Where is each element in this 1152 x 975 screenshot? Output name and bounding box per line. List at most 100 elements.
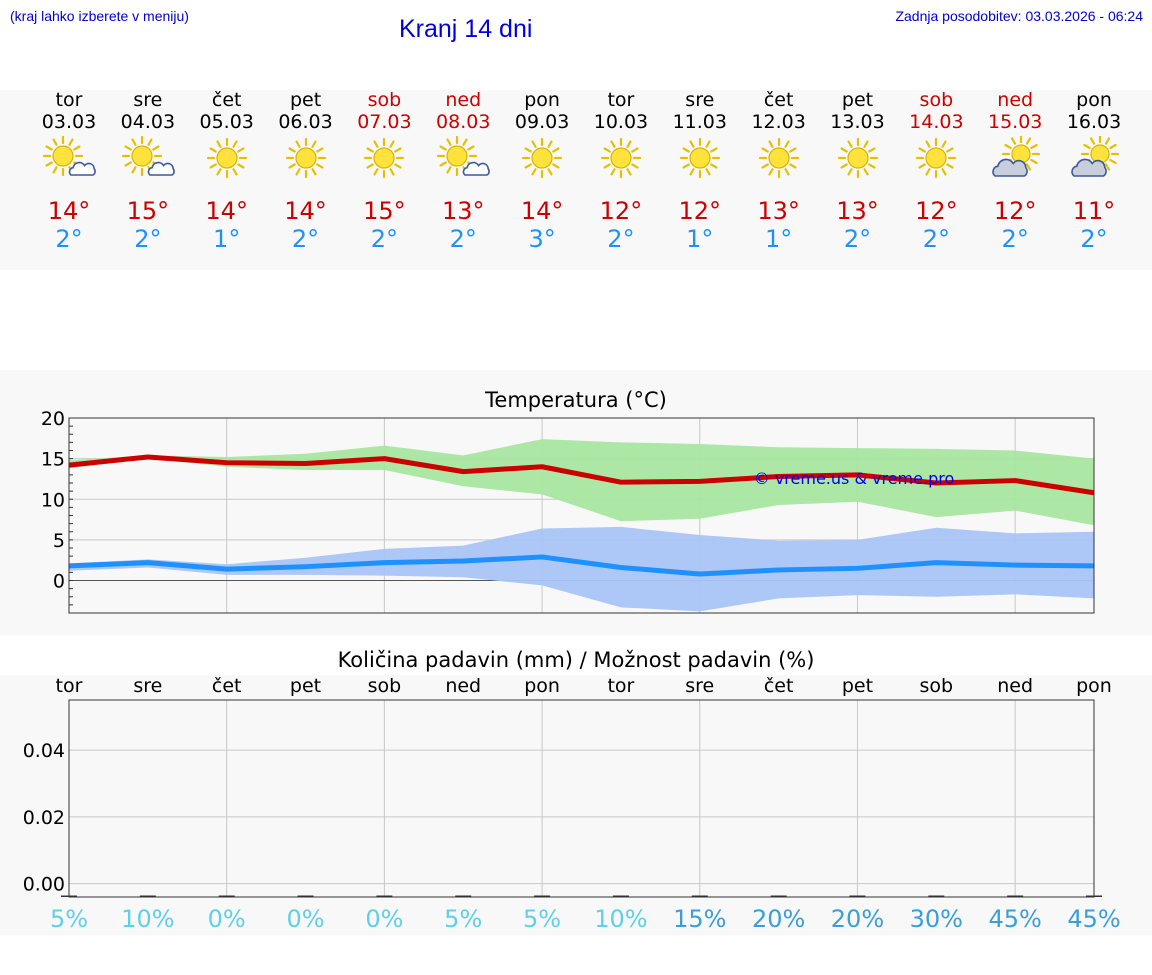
sun-icon [521,137,563,179]
precipitation-day-label: sob [919,675,954,697]
sun-icon [837,137,878,179]
precipitation-bar [849,895,866,897]
precipitation-bar [455,895,472,897]
min-temperature: 2° [370,225,399,253]
precipitation-chance: 10% [121,905,175,933]
y-tick-label: 20 [41,408,65,430]
day-name: sre [685,89,715,111]
day-date: 03.03 [41,111,97,133]
watermark: © vreme.us & vreme.pro [754,469,955,488]
precipitation-bar [297,895,314,897]
max-temperature: 14° [47,197,91,225]
day-name: tor [55,89,83,111]
sun-icon [285,137,326,179]
day-date: 05.03 [199,111,254,133]
day-date: 07.03 [357,111,412,133]
precipitation-chance: 5% [49,905,89,933]
precipitation-day-label: ned [997,675,1034,697]
sun-icon [206,137,247,179]
precipitation-bar [139,895,156,897]
precipitation-chance: 15% [673,905,727,933]
min-temperature: 1° [765,225,793,253]
max-temperature: 15° [363,197,406,225]
min-temperature: 2° [449,225,477,253]
day-name: ned [997,89,1034,111]
plot-frame [68,417,1095,614]
day-name: sob [367,89,402,111]
max-temperature: 12° [993,197,1037,225]
sun-icon [364,137,405,179]
min-temperature: 2° [1080,225,1108,253]
precipitation-day-label: sre [685,675,715,697]
min-temperature: 2° [607,225,635,253]
y-tick-label: 0.04 [23,740,65,762]
day-name: ned [445,89,482,111]
precipitation-chance: 20% [751,905,806,933]
tmin-line [68,554,1095,577]
day-date: 09.03 [514,111,570,133]
day-date: 06.03 [278,111,333,133]
y-tick-label: 15 [41,449,65,471]
max-temperature: 12° [915,197,958,225]
min-temperature: 1° [686,225,714,253]
precipitation-chance: 5% [444,905,483,933]
min-temperature: 2° [55,225,83,253]
location-menu-note: (kraj lahko izberete v meniju) [10,8,189,24]
sun-icon [758,137,799,179]
min-temperature: 2° [291,225,320,253]
day-name: sob [919,89,954,111]
tmax-line [68,454,1095,496]
precipitation-day-label: čet [763,675,794,697]
precipitation-bar [376,895,393,897]
y-tick-label: 0 [53,571,65,593]
min-temperature: 3° [528,225,556,253]
cloud-sun-icon [992,136,1041,177]
min-temperature: 1° [213,225,241,253]
precipitation-bar [770,895,787,897]
precipitation-chance: 0% [365,905,404,933]
sun-icon [679,137,720,179]
min-temperature: 2° [134,225,162,253]
precipitation-day-label: sre [133,675,163,697]
day-date: 11.03 [672,111,727,133]
day-name: pet [289,89,322,111]
max-temperature: 13° [836,197,879,225]
day-date: 08.03 [436,111,491,133]
sun-icon [916,137,957,179]
precipitation-bar [691,895,708,897]
max-temperature: 12° [599,197,643,225]
day-date: 14.03 [909,111,964,133]
day-name: tor [607,89,635,111]
cloud-sun-icon [1071,136,1120,177]
min-temperature: 2° [843,225,872,253]
max-temperature: 13° [441,197,485,225]
precipitation-bar [534,895,551,897]
day-name: čet [763,89,794,111]
precipitation-day-label: pon [1076,675,1112,697]
precipitation-chance: 5% [523,905,562,933]
precipitation-chance: 45% [988,905,1042,933]
plot-area [69,700,1094,897]
day-name: pon [1076,89,1112,111]
day-name: sre [133,89,163,111]
temperature-title: Temperatura (°C) [485,388,667,412]
max-temperature: 14° [205,197,248,225]
min-temperature: 2° [1001,225,1029,253]
day-date: 04.03 [120,111,176,133]
y-tick-label: 0.02 [23,807,65,829]
day-date: 12.03 [751,111,806,133]
plot-frame [68,699,1095,898]
max-temperature: 12° [678,197,722,225]
precipitation-day-label: sob [367,675,402,697]
precipitation-bar [1007,895,1024,897]
day-date: 13.03 [830,111,885,133]
max-temperature: 15° [126,197,170,225]
y-tick-label: 0.00 [23,874,65,896]
precipitation-day-label: pet [289,675,322,697]
precipitation-chance: 10% [594,905,648,933]
day-name: čet [211,89,242,111]
daily-forecast-panel [0,90,1152,270]
precipitation-chance: 0% [286,905,325,933]
